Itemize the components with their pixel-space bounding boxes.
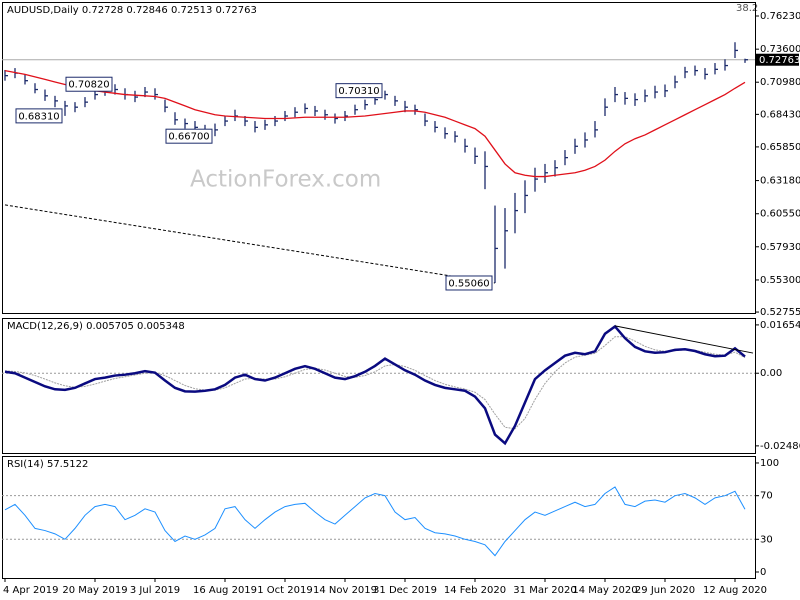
panel-title: AUDUSD,Daily 0.72728 0.72846 0.72513 0.7… [7,5,257,16]
y-tick-label: 0.52755 [760,307,800,318]
annotation-box [445,275,493,291]
y-tick-label: 0.76230 [760,11,800,22]
x-tick-label: 1 Oct 2019 [257,585,312,596]
annotation-label: 0.66700 [168,132,209,143]
y-tick-label: 0.63180 [760,176,800,187]
y-tick-label: 0.65850 [760,142,800,153]
y-tick-label: 0.01654 [760,320,800,331]
annotation-box [15,108,63,124]
macd-line [4,324,746,446]
y-tick-label: 0.57930 [760,242,800,253]
annotation-box [335,83,383,99]
y-tick-label: 30 [760,534,773,545]
annotation-box [65,76,113,92]
x-tick-label: 4 Apr 2019 [3,585,58,596]
y-tick-label: 0.55300 [760,275,800,286]
watermark: ActionForex.com [190,167,381,193]
last-price-label: 0.72763 [759,55,800,66]
annotation-label: 0.68310 [18,111,59,122]
y-tick-label: 0.60550 [760,209,800,220]
panel-frame [2,2,756,314]
last-price-box [756,53,799,66]
x-tick-label: 14 May 2020 [572,585,637,596]
trend-line [4,204,496,284]
annotation-box [165,128,213,144]
y-tick-label: 0.70980 [760,77,800,88]
y-tick-label: 0 [760,567,766,578]
x-tick-label: 31 Mar 2020 [513,585,576,596]
rsi-line [4,486,746,557]
macd-trend-line [614,325,754,354]
y-tick-label: 70 [760,491,773,502]
moving-average [4,69,746,178]
x-tick-label: 16 Aug 2019 [193,585,257,596]
x-tick-label: 29 Jun 2020 [635,585,695,596]
x-tick-label: 3 Jul 2019 [130,585,180,596]
x-tick-label: 12 Aug 2020 [703,585,767,596]
y-tick-label: 100 [760,458,779,469]
y-tick-label: 0.68430 [760,109,800,120]
annotation-label: 0.70310 [338,86,379,97]
fib-label: 38.2 [736,3,758,14]
x-tick-label: 14 Feb 2020 [444,585,506,596]
y-tick-label: 0.73600 [760,44,800,55]
annotation-label: 0.70820 [68,80,109,91]
x-tick-label: 14 Nov 2019 [313,585,377,596]
y-tick-label: -0.02486 [760,441,800,452]
x-tick-label: 31 Dec 2019 [373,585,437,596]
signal-line [4,336,746,430]
panel-title: MACD(12,26,9) 0.005705 0.005348 [7,321,185,332]
panel-title: RSI(14) 57.5122 [7,459,88,470]
panel-frame [2,456,756,579]
y-tick-label: 0.00 [760,368,782,379]
panel-frame [2,318,756,454]
annotation-label: 0.55060 [448,278,489,289]
x-tick-label: 20 May 2019 [62,585,127,596]
